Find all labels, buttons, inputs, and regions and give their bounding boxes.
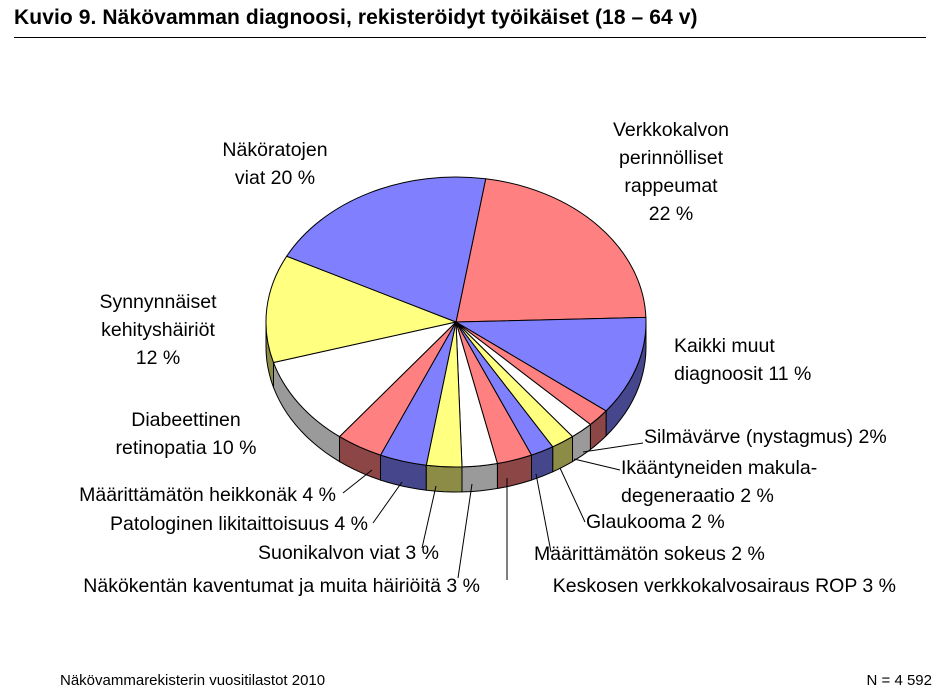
sample-size: N = 4 592 <box>866 672 932 689</box>
slice-label-2: Kaikki muut <box>674 335 775 357</box>
title-rule <box>14 37 926 38</box>
pie-slice-1 <box>455 178 647 323</box>
slice-label-1: perinnölliset <box>619 147 724 169</box>
pie-slice-side <box>425 464 463 493</box>
slice-label-14: viat 20 % <box>235 167 315 189</box>
leader-line-5 <box>559 467 586 523</box>
slice-label-13: Synnynnäiset <box>99 291 217 313</box>
leader-line-9 <box>421 485 437 549</box>
chart-title: Kuvio 9. Näkövamman diagnoosi, rekisterö… <box>14 6 698 29</box>
slice-label-1: Verkkokalvon <box>613 119 729 141</box>
slice-label-6: Määrittämätön sokeus 2 % <box>534 543 765 565</box>
slice-label-3: Silmävärve (nystagmus) 2% <box>644 426 887 448</box>
leader-line-4 <box>573 458 621 471</box>
pie-slice-14 <box>285 176 487 323</box>
pie-slice-13 <box>265 255 458 364</box>
leader-line-10 <box>372 481 403 524</box>
leader-line-6 <box>535 473 552 553</box>
slice-label-12: retinopatia 10 % <box>116 437 257 459</box>
slice-label-10: Patologinen likitaittoisuus 4 % <box>110 513 368 535</box>
leader-line-3 <box>582 442 644 453</box>
slice-label-1: rappeumat <box>624 175 718 197</box>
slice-label-13: 12 % <box>136 347 180 369</box>
slice-label-1: 22 % <box>649 203 693 225</box>
slice-label-5: Glaukooma 2 % <box>586 511 725 533</box>
pie-slice-2 <box>454 316 647 412</box>
slice-label-14: Näköratojen <box>222 139 327 161</box>
slice-label-11: Määrittämätön heikkonäk 4 % <box>79 484 336 506</box>
slice-label-9: Suonikalvon viat 3 % <box>258 542 439 564</box>
leader-line-11 <box>342 469 373 494</box>
slice-label-4: Ikääntyneiden makula- <box>621 457 817 479</box>
slice-label-8: Näkökentän kaventumat ja muita häiriöitä… <box>83 575 480 597</box>
leader-line-8 <box>457 483 473 579</box>
slice-label-2: diagnoosit 11 % <box>674 363 811 385</box>
slice-label-4: degeneraatio 2 % <box>621 485 774 507</box>
pie-slice-side <box>461 462 498 493</box>
source-note: Näkövammarekisterin vuositilastot 2010 <box>60 672 326 689</box>
slice-label-12: Diabeettinen <box>131 409 241 431</box>
pie-slice-12 <box>272 321 458 438</box>
slice-label-7: Keskosen verkkokalvosairaus ROP 3 % <box>553 575 896 597</box>
slice-label-13: kehityshäiriöt <box>101 319 215 341</box>
